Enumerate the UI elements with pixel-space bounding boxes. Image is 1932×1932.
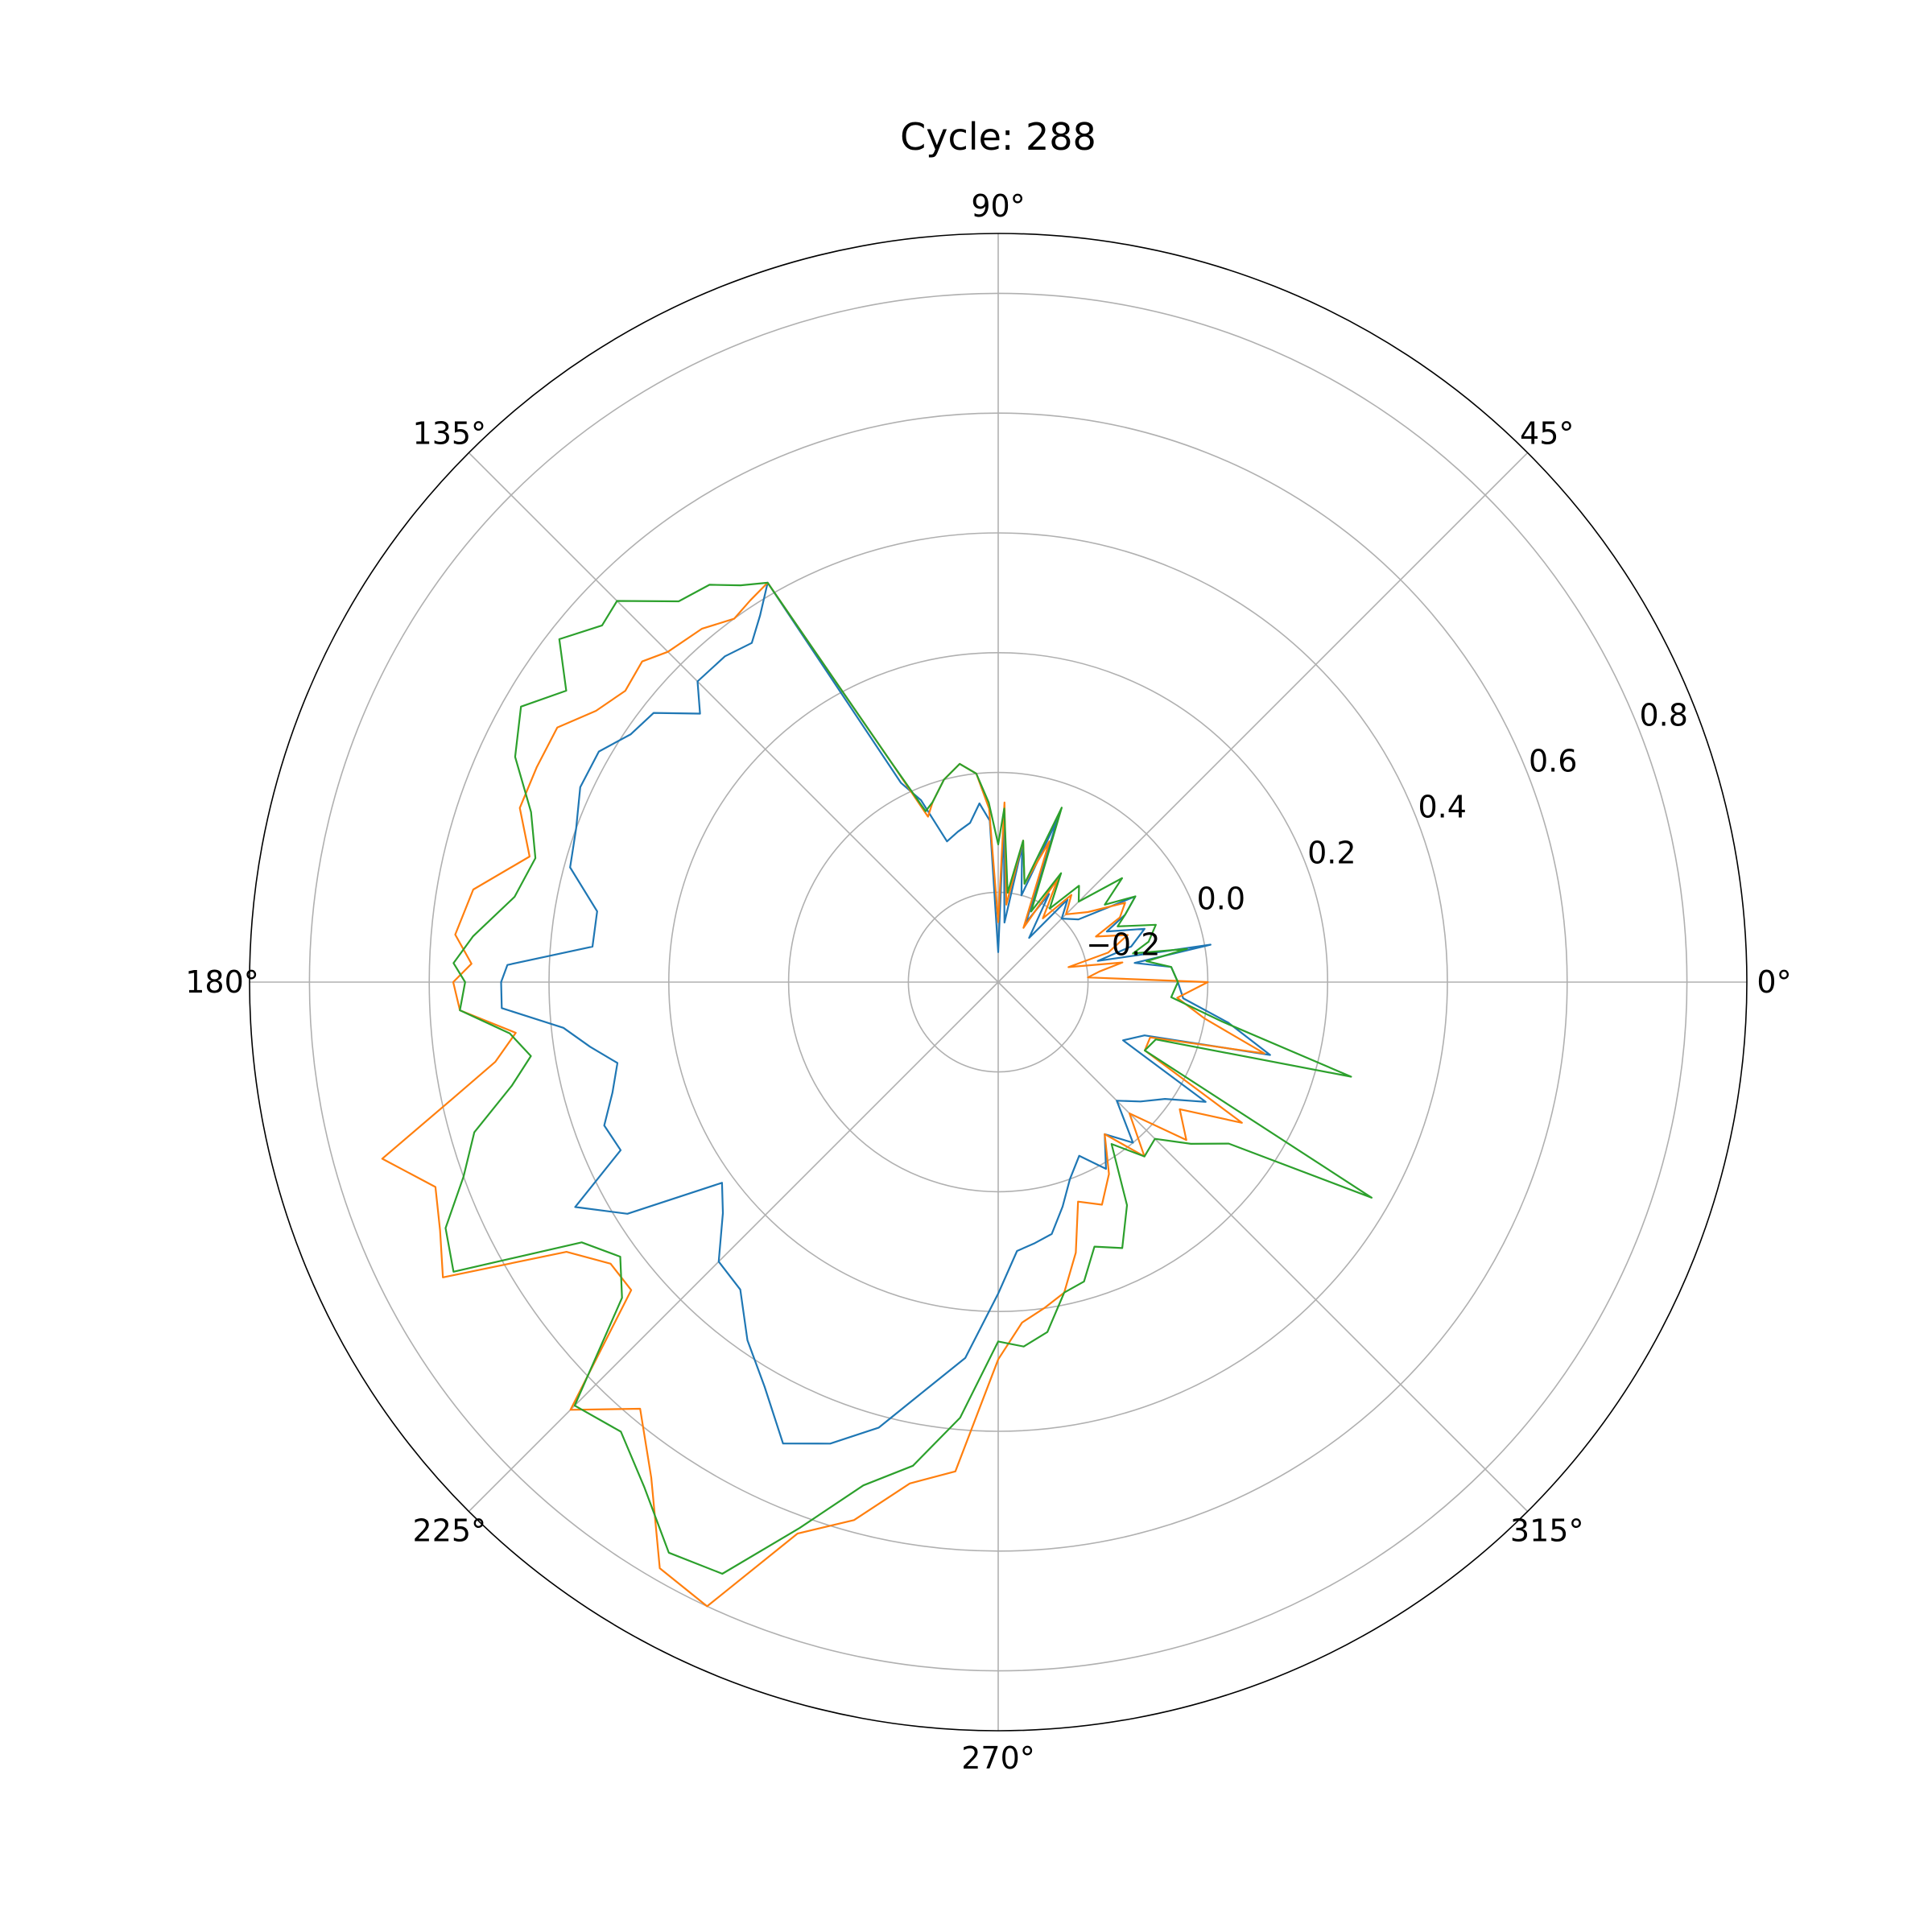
- angle-tick-label-135: 135°: [413, 415, 487, 451]
- radial-tick-label-4: 0.6: [1529, 744, 1577, 779]
- radial-tick-label-1: 0.0: [1197, 881, 1245, 916]
- chart-title: Cycle: 288: [900, 115, 1096, 159]
- angle-tick-label-0: 0°: [1757, 964, 1791, 1000]
- series-line-3: [444, 581, 1373, 1575]
- angular-gridline-3: [468, 452, 999, 983]
- grid-layer: [249, 233, 1748, 1732]
- polar-frame: [249, 233, 1748, 1732]
- radial-tick-label-2: 0.2: [1307, 835, 1356, 870]
- label-layer: 0° 45° 90° 135° 180° 225° 270° 315° −0.2 0.0 0.2 0.…: [185, 188, 1791, 1776]
- angular-gridline-1: [997, 452, 1529, 983]
- angle-tick-label-315: 315°: [1510, 1513, 1584, 1549]
- angular-gridline-5: [468, 981, 999, 1513]
- series-line-2: [381, 581, 1265, 1608]
- series-line-1: [500, 581, 1271, 1445]
- angle-tick-label-225: 225°: [413, 1513, 487, 1549]
- angular-gridline-7: [997, 981, 1529, 1513]
- series-layer: [381, 581, 1373, 1608]
- radial-tick-label-3: 0.4: [1418, 790, 1467, 825]
- angle-tick-label-180: 180°: [185, 964, 259, 1000]
- angle-tick-label-270: 270°: [961, 1740, 1035, 1776]
- radial-tick-label-0: −0.2: [1086, 927, 1160, 962]
- angle-tick-label-45: 45°: [1520, 415, 1574, 451]
- angle-tick-label-90: 90°: [971, 188, 1025, 224]
- radial-tick-label-5: 0.8: [1640, 698, 1688, 733]
